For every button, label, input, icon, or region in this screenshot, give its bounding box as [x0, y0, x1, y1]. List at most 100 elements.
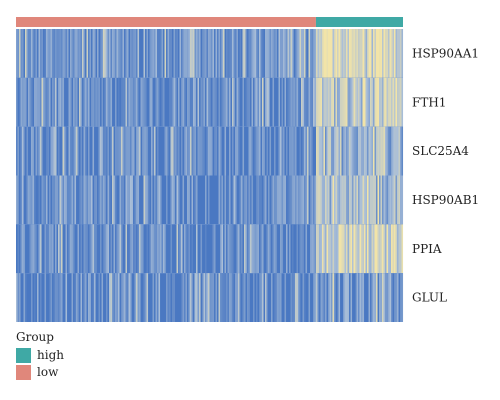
heatmap-cell [178, 175, 180, 225]
heatmap-cell [269, 29, 272, 78]
heatmap-cell [233, 175, 236, 225]
heatmap-cell [74, 126, 77, 176]
heatmap-cell [209, 77, 212, 127]
heatmap-cell [302, 175, 305, 225]
heatmap-cell [167, 29, 170, 78]
heatmap-cell [268, 224, 270, 274]
heatmap-cell [311, 126, 314, 176]
heatmap-cell [232, 273, 234, 322]
heatmap-cell [326, 224, 329, 274]
heatmap-cell [370, 175, 372, 225]
heatmap-cell [154, 224, 156, 274]
heatmap-cell [158, 175, 161, 225]
heatmap-cell [191, 77, 194, 127]
heatmap-cell [124, 273, 126, 322]
heatmap-cell [289, 175, 291, 225]
heatmap-cell [326, 29, 329, 78]
heatmap-cell [139, 273, 141, 322]
heatmap-cell [203, 126, 206, 176]
heatmap-cell [364, 126, 366, 176]
heatmap-cell [283, 29, 285, 78]
heatmap-cell [319, 29, 321, 78]
heatmap-cell [215, 77, 218, 127]
heatmap-cell [380, 77, 383, 127]
heatmap-cell [157, 273, 159, 322]
heatmap-cell [49, 77, 51, 127]
heatmap-cell [121, 29, 123, 78]
heatmap-row-ppia [16, 224, 404, 274]
heatmap-cell [373, 29, 375, 78]
heatmap-cell [203, 273, 206, 322]
heatmap-cell [295, 126, 297, 176]
heatmap-cell [187, 126, 189, 176]
heatmap-cell [382, 273, 384, 322]
heatmap-cell [158, 273, 161, 322]
heatmap-cell [215, 29, 218, 78]
heatmap-cell [158, 29, 161, 78]
heatmap-cell [65, 175, 68, 225]
heatmap-cell [116, 273, 119, 322]
heatmap-cell [256, 273, 258, 322]
heatmap-cell [230, 273, 233, 322]
heatmap-cell [215, 126, 218, 176]
heatmap-cell [329, 224, 332, 274]
heatmap-cell [299, 273, 302, 322]
heatmap-cell [320, 224, 323, 274]
heatmap-cell [307, 126, 309, 176]
heatmap-cell [119, 29, 122, 78]
heatmap-cell [334, 273, 336, 322]
heatmap-cell [218, 29, 221, 78]
heatmap-cell [40, 126, 42, 176]
heatmap-cell [298, 77, 300, 127]
heatmap-cell [149, 224, 152, 274]
heatmap-cell [16, 126, 18, 176]
heatmap-cell [106, 77, 108, 127]
heatmap-cell [196, 29, 198, 78]
heatmap-cell [379, 273, 381, 322]
heatmap-cell [304, 126, 306, 176]
heatmap-cell [88, 29, 90, 78]
heatmap-cell [359, 175, 362, 225]
heatmap-cell [295, 175, 297, 225]
heatmap-cell [268, 29, 270, 78]
heatmap-cell [164, 29, 167, 78]
heatmap-cell [50, 273, 53, 322]
heatmap-cell [286, 29, 288, 78]
heatmap-cell [346, 29, 348, 78]
heatmap-cell [353, 126, 356, 176]
heatmap-cell [17, 175, 20, 225]
heatmap-cell [182, 29, 185, 78]
heatmap-cell [116, 29, 119, 78]
heatmap-cell [160, 29, 162, 78]
heatmap-cell [142, 77, 144, 127]
heatmap-cell [380, 224, 383, 274]
heatmap-cell [62, 175, 65, 225]
heatmap-cell [61, 273, 63, 322]
heatmap-cell [260, 175, 263, 225]
heatmap-cell [364, 29, 366, 78]
heatmap-cell [163, 224, 165, 274]
heatmap-cell [104, 175, 107, 225]
heatmap-cell [397, 29, 399, 78]
heatmap-cell [194, 29, 197, 78]
heatmap-cell [145, 77, 147, 127]
heatmap-cell [308, 29, 311, 78]
heatmap-cell [29, 29, 32, 78]
heatmap-cell [193, 77, 195, 127]
heatmap-cell [359, 224, 362, 274]
heatmap-cell [232, 77, 234, 127]
heatmap-cell [374, 224, 377, 274]
heatmap-cell [358, 273, 360, 322]
heatmap-cell [196, 273, 198, 322]
heatmap-cell [46, 126, 48, 176]
heatmap-cell [320, 126, 323, 176]
heatmap-cell [338, 175, 341, 225]
heatmap-cell [230, 224, 233, 274]
heatmap-cell [73, 175, 75, 225]
heatmap-cell [227, 29, 230, 78]
heatmap-cell [370, 224, 372, 274]
heatmap-cell [17, 126, 20, 176]
heatmap-cell [332, 224, 335, 274]
heatmap-cell [212, 29, 215, 78]
heatmap-cell [53, 126, 56, 176]
